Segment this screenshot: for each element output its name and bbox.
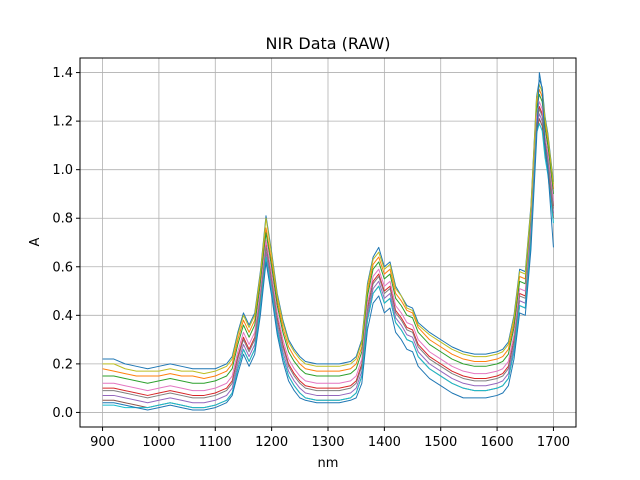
x-tick-label: 1200: [255, 435, 288, 450]
chart-title: NIR Data (RAW): [265, 34, 390, 53]
x-tick-label: 1000: [142, 435, 175, 450]
x-tick-label: 1300: [311, 435, 344, 450]
spectrum-line-3: [102, 93, 554, 384]
y-tick-label: 0.2: [52, 357, 73, 372]
spectrum-line-10: [102, 123, 554, 409]
series-lines: [102, 72, 554, 411]
x-tick-label: 1700: [537, 435, 570, 450]
y-tick-label: 1.4: [52, 66, 73, 81]
y-axis-ticks: 0.0 0.2 0.4 0.6 0.8 1.0 1.2 1.4: [52, 66, 80, 421]
spectrum-line-11: [102, 72, 554, 411]
y-tick-label: 0.6: [52, 260, 73, 275]
y-tick-label: 0.4: [52, 309, 73, 324]
x-tick-label: 1500: [424, 435, 457, 450]
y-tick-label: 1.2: [52, 115, 73, 130]
spectrum-line-5: [102, 113, 554, 404]
y-tick-label: 0.8: [52, 212, 73, 227]
spectrum-line-4: [102, 106, 554, 396]
spectrum-line-9: [102, 84, 554, 375]
x-tick-label: 900: [90, 435, 115, 450]
x-axis-title: nm: [318, 456, 339, 471]
spectrum-line-1: [102, 79, 554, 370]
x-tick-label: 1100: [199, 435, 232, 450]
x-tick-label: 1400: [368, 435, 401, 450]
x-tick-label: 1600: [481, 435, 514, 450]
spectrum-line-7: [102, 101, 554, 392]
x-axis-ticks: 900 1000 1100 1200 1300 1400 1500 1600 1700: [90, 427, 570, 450]
y-tick-label: 1.0: [52, 163, 73, 178]
y-axis-title: A: [28, 237, 43, 246]
spectrum-line-2: [102, 89, 554, 379]
spectrum-line-8: [102, 108, 554, 399]
y-tick-label: 0.0: [52, 406, 73, 421]
